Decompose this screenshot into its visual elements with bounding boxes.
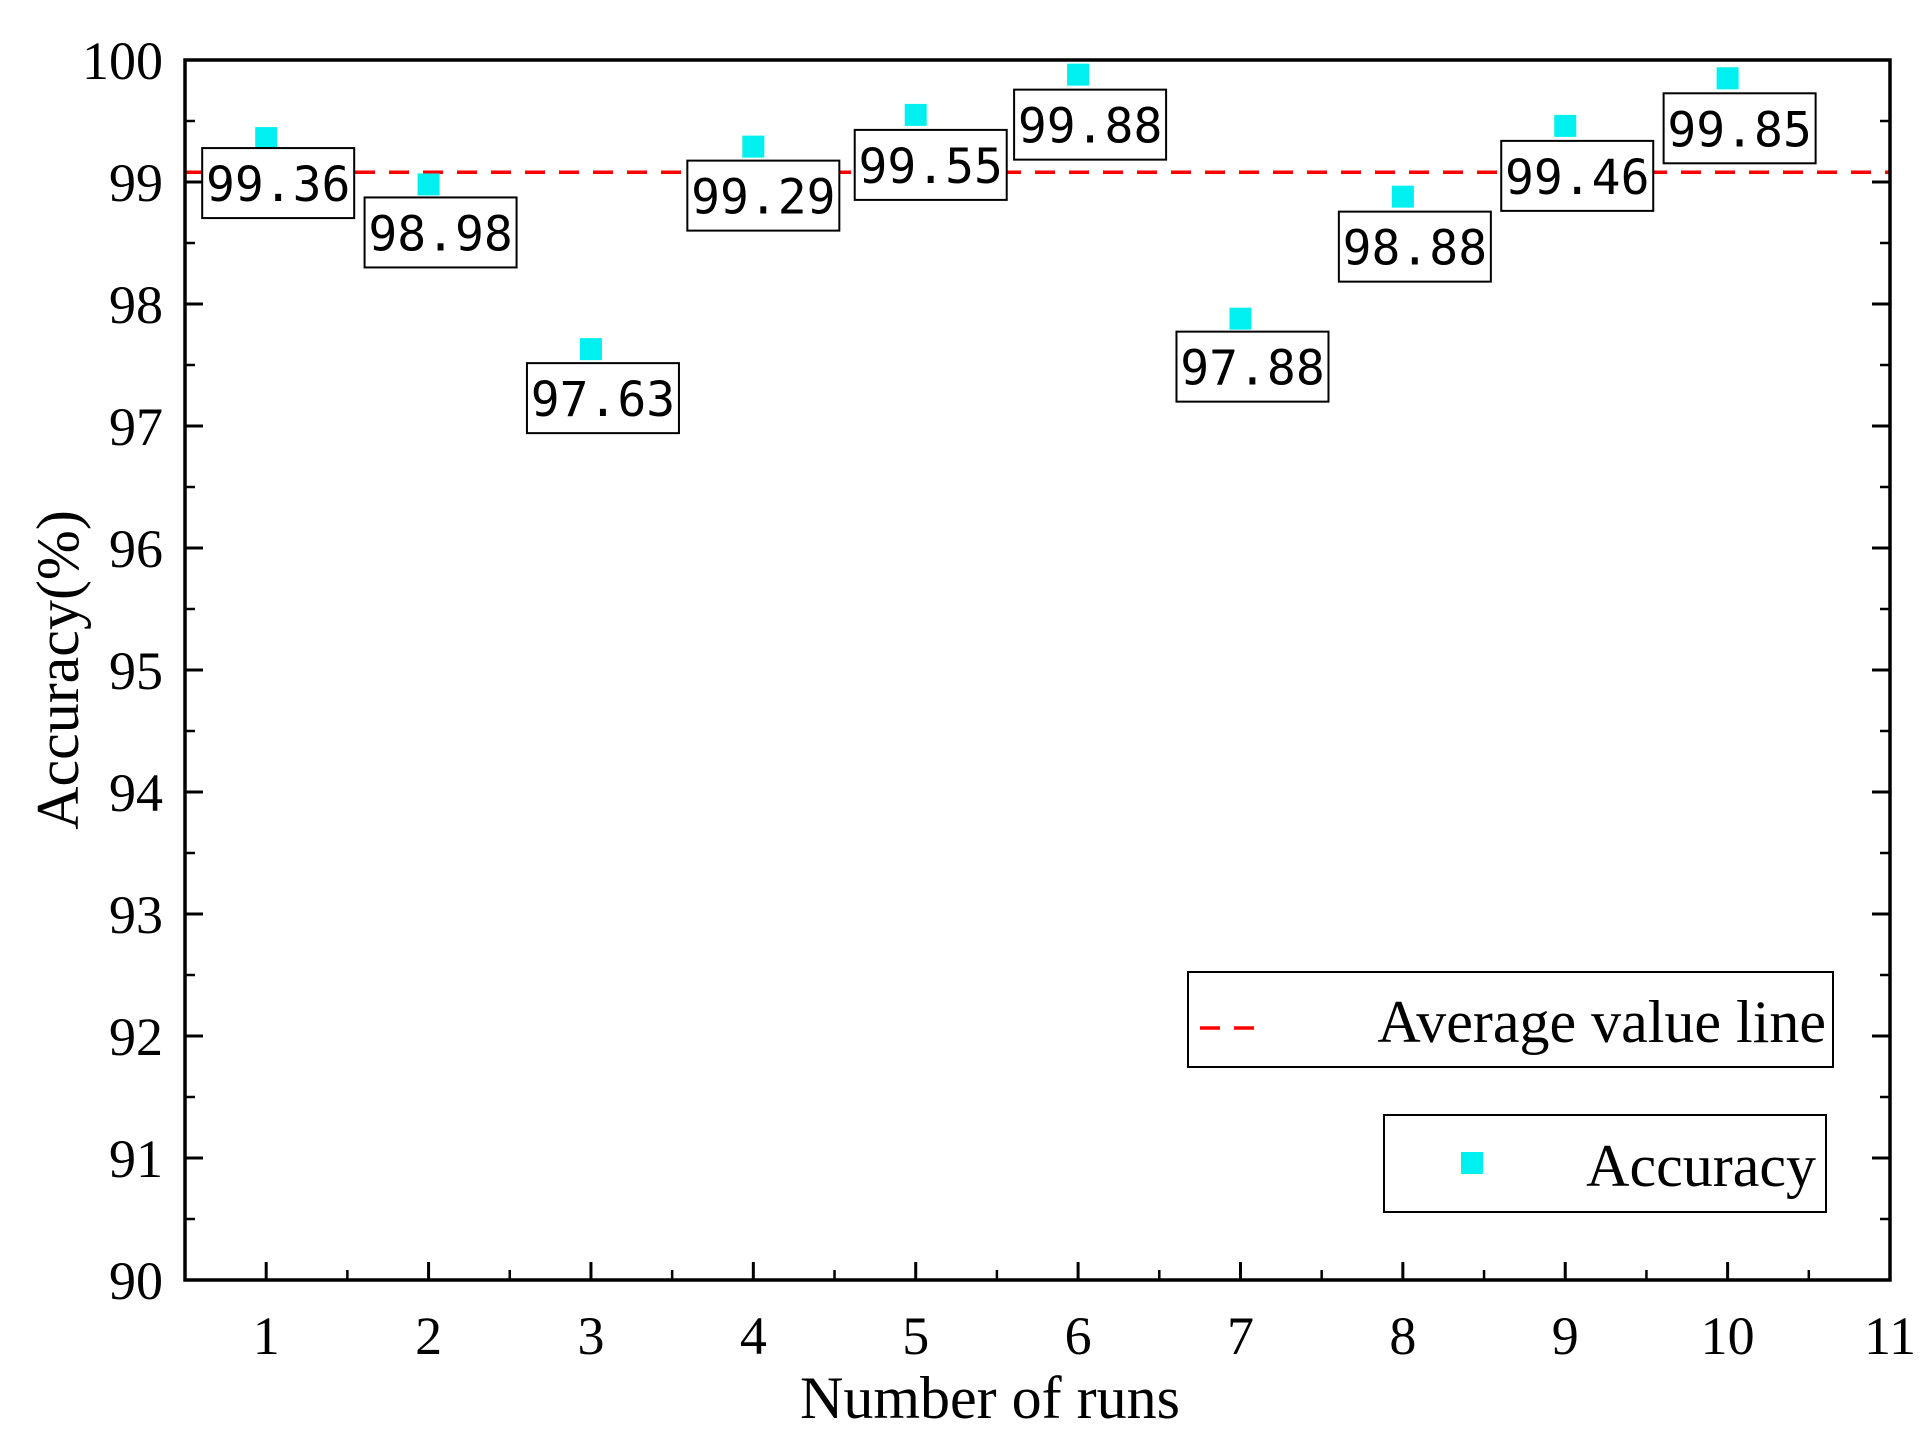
data-label-box-run-2 bbox=[363, 196, 518, 269]
y-tick-label-92: 92 bbox=[109, 1007, 163, 1067]
data-label-run-6: 99.88 bbox=[1018, 99, 1163, 155]
data-label-box-run-4 bbox=[686, 159, 841, 232]
x-tick-label-8: 8 bbox=[1389, 1306, 1416, 1366]
data-label-box-run-1 bbox=[201, 147, 356, 220]
legend-entry-accuracy: Accuracy bbox=[1383, 1114, 1827, 1213]
x-tick-label-9: 9 bbox=[1552, 1306, 1579, 1366]
y-tick-label-94: 94 bbox=[109, 763, 163, 823]
data-label-layer: 99.36 98.98 97.63 99.29 99.55 99.88 97.88 98.88… bbox=[201, 88, 1817, 435]
data-label-run-4: 99.29 bbox=[691, 170, 836, 226]
x-axis: 1 2 3 4 5 6 7 8 9 10 11 bbox=[253, 1262, 1916, 1366]
data-point-run-10 bbox=[1716, 67, 1739, 90]
data-label-box-run-3 bbox=[525, 362, 680, 435]
x-tick-label-4: 4 bbox=[740, 1306, 767, 1366]
data-label-run-3: 97.63 bbox=[531, 372, 676, 428]
x-tick-label-6: 6 bbox=[1065, 1306, 1092, 1366]
y-tick-label-97: 97 bbox=[109, 397, 163, 457]
data-label-run-8: 98.88 bbox=[1343, 221, 1488, 277]
legend-square-marker-swatch bbox=[1461, 1152, 1483, 1174]
plot-area-frame bbox=[183, 58, 1892, 1282]
data-label-run-9: 99.46 bbox=[1505, 150, 1650, 206]
y-axis-title: Accuracy(%) bbox=[25, 510, 91, 830]
legend-box-average-line bbox=[1187, 971, 1834, 1068]
y-tick-label-95: 95 bbox=[109, 641, 163, 701]
data-point-layer bbox=[255, 63, 1739, 361]
data-point-run-2 bbox=[417, 173, 440, 196]
data-label-box-run-10 bbox=[1662, 92, 1817, 165]
x-tick-label-1: 1 bbox=[253, 1306, 280, 1366]
data-point-run-5 bbox=[904, 103, 927, 126]
data-label-run-10: 99.85 bbox=[1667, 102, 1812, 158]
y-tick-label-90: 90 bbox=[109, 1251, 163, 1311]
data-point-run-9 bbox=[1554, 114, 1577, 137]
y-tick-label-100: 100 bbox=[82, 31, 163, 91]
legend: Average value line Accuracy bbox=[1187, 971, 1834, 1213]
y-tick-label-91: 91 bbox=[109, 1129, 163, 1189]
y-axis: 90 91 92 93 94 95 96 97 98 99 100 bbox=[82, 31, 1890, 1311]
y-tick-label-96: 96 bbox=[109, 519, 163, 579]
data-label-run-5: 99.55 bbox=[858, 139, 1003, 195]
x-tick-label-2: 2 bbox=[415, 1306, 442, 1366]
data-point-run-1 bbox=[255, 127, 278, 150]
data-point-run-4 bbox=[742, 135, 765, 158]
legend-label-average-line: Average value line bbox=[1377, 989, 1826, 1055]
data-label-box-run-5 bbox=[853, 128, 1008, 201]
data-label-box-run-8 bbox=[1337, 210, 1492, 283]
data-label-box-run-7 bbox=[1175, 330, 1330, 403]
legend-label-accuracy: Accuracy bbox=[1586, 1133, 1816, 1199]
data-point-run-3 bbox=[579, 338, 602, 361]
x-tick-label-3: 3 bbox=[577, 1306, 604, 1366]
data-label-box-run-6 bbox=[1013, 88, 1168, 161]
y-tick-label-98: 98 bbox=[109, 275, 163, 335]
y-tick-label-99: 99 bbox=[109, 153, 163, 213]
data-label-run-7: 97.88 bbox=[1180, 341, 1325, 397]
data-point-run-8 bbox=[1391, 185, 1414, 208]
data-label-run-2: 98.98 bbox=[368, 206, 513, 262]
y-tick-label-93: 93 bbox=[109, 885, 163, 945]
x-tick-label-11: 11 bbox=[1864, 1306, 1916, 1366]
x-axis-title: Number of runs bbox=[800, 1365, 1180, 1431]
data-label-run-1: 99.36 bbox=[206, 157, 351, 213]
x-tick-label-7: 7 bbox=[1227, 1306, 1254, 1366]
legend-box-accuracy bbox=[1383, 1114, 1827, 1213]
x-tick-label-10: 10 bbox=[1701, 1306, 1755, 1366]
data-point-run-7 bbox=[1229, 307, 1252, 330]
x-tick-label-5: 5 bbox=[902, 1306, 929, 1366]
data-label-box-run-9 bbox=[1500, 139, 1655, 212]
legend-entry-average-line: Average value line bbox=[1187, 971, 1834, 1068]
data-point-run-6 bbox=[1067, 63, 1090, 86]
